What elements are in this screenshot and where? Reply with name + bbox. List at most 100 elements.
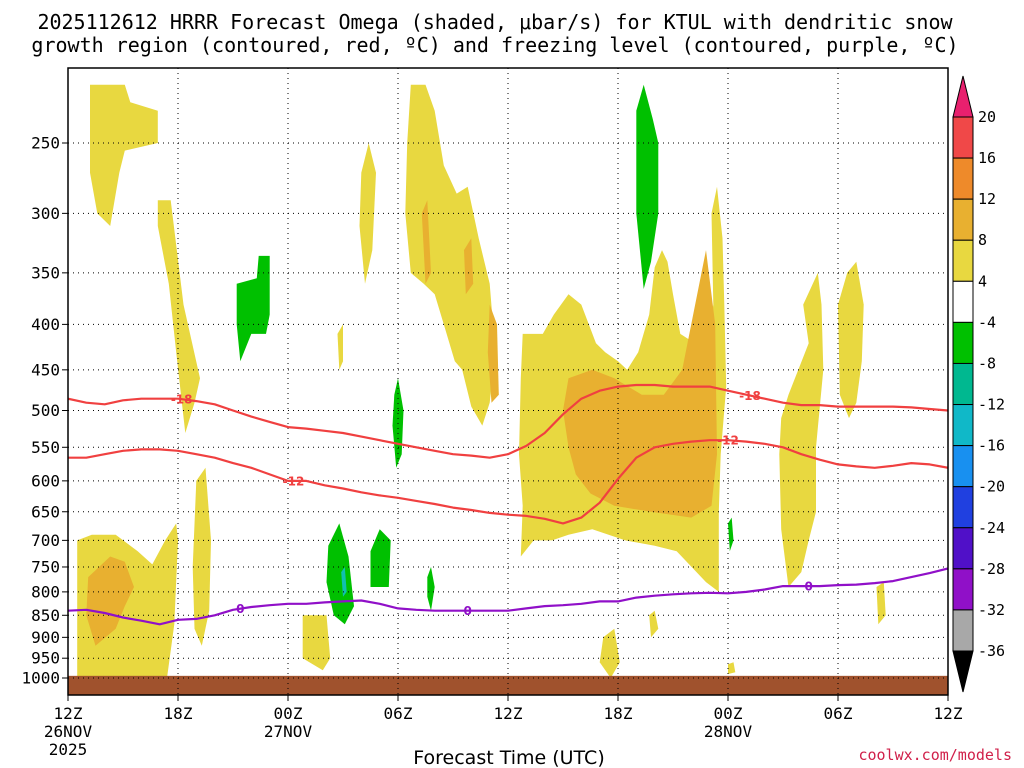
omega-region-4-13 — [337, 324, 343, 370]
omega-region-4-9 — [302, 615, 331, 671]
omega-region--4-24 — [370, 529, 391, 587]
y-tick-label-500: 500 — [31, 401, 60, 420]
isotherm-label-2-2: 0 — [804, 580, 812, 594]
colorbar-swatch-5 — [952, 321, 974, 364]
y-tick-label-250: 250 — [31, 134, 60, 153]
x-tick-label-h36-1: 28NOV — [704, 722, 753, 741]
colorbar: 20 16 12 8 4 -4 -8 -12 -16 -20 -24 -28 -32 -36 — [952, 75, 1005, 693]
x-tick-label-h48-0: 12Z — [934, 704, 963, 723]
omega-region--4-20 — [236, 255, 270, 362]
y-tick-label-950: 950 — [31, 649, 60, 668]
isotherm-line-2 — [68, 567, 948, 626]
colorbar-label-5: -4 — [978, 313, 996, 331]
colorbar-swatch-8 — [952, 445, 974, 488]
omega-region-8-18 — [487, 304, 499, 403]
colorbar-top-arrow — [952, 75, 974, 118]
omega-region-8-15 — [86, 556, 134, 646]
colorbar-swatch-12 — [952, 609, 974, 652]
y-tick-label-900: 900 — [31, 628, 60, 647]
x-tick-label-h0-2: 2025 — [49, 740, 88, 759]
colorbar-label-8: -16 — [978, 437, 1005, 455]
grid-lines — [68, 68, 948, 695]
omega-region-8-17 — [464, 238, 474, 295]
x-tick-label-h24-0: 12Z — [494, 704, 523, 723]
y-tick-label-650: 650 — [31, 502, 60, 521]
omega-region-4-11 — [649, 610, 659, 638]
colorbar-label-7: -12 — [978, 396, 1005, 414]
colorbar-label-6: -8 — [978, 354, 996, 372]
y-tick-label-1000: 1000 — [21, 669, 60, 688]
colorbar-label-0: 20 — [978, 108, 996, 126]
site-credit-link[interactable]: coolwx.com/models — [858, 746, 1012, 764]
colorbar-label-2: 12 — [978, 190, 996, 208]
colorbar-swatch-2 — [952, 198, 974, 241]
omega-region-8-16 — [421, 200, 431, 284]
colorbar-swatch-11 — [952, 568, 974, 611]
x-tick-label-h36-0: 00Z — [714, 704, 743, 723]
omega-region-4-1 — [157, 200, 200, 433]
y-tick-label-450: 450 — [31, 360, 60, 379]
omega-region-4-12 — [728, 662, 736, 675]
colorbar-bottom-arrow — [952, 650, 974, 693]
x-tick-label-h0-1: 26NOV — [44, 722, 93, 741]
omega-region-8-19 — [563, 250, 717, 518]
colorbar-label-1: 16 — [978, 149, 996, 167]
isotherm-label-2-1: 0 — [463, 604, 471, 618]
x-tick-label-h42-0: 06Z — [824, 704, 853, 723]
colorbar-label-11: -28 — [978, 560, 1005, 578]
colorbar-label-9: -20 — [978, 478, 1005, 496]
colorbar-label-13: -36 — [978, 642, 1005, 660]
colorbar-swatch-0 — [952, 116, 974, 159]
omega-region--4-26 — [728, 517, 734, 552]
y-axis: 250 300 350 400 450 500 550 600 650 700 750 800 850 9… — [21, 134, 68, 688]
y-tick-label-600: 600 — [31, 471, 60, 490]
omega-region--4-25 — [427, 567, 435, 611]
colorbar-swatch-7 — [952, 404, 974, 447]
omega-region--4-21 — [636, 84, 659, 289]
colorbar-label-3: 8 — [978, 231, 987, 249]
colorbar-label-4: 4 — [978, 272, 987, 290]
chart-title-line-1: 2025112612 HRRR Forecast Omega (shaded, … — [37, 10, 953, 34]
x-tick-label-h30-0: 18Z — [604, 704, 633, 723]
x-tick-label-h0-0: 12Z — [54, 704, 83, 723]
y-tick-label-350: 350 — [31, 263, 60, 282]
y-tick-label-700: 700 — [31, 531, 60, 550]
omega-region-4-0 — [90, 84, 158, 226]
colorbar-label-12: -32 — [978, 601, 1005, 619]
omega-region-4-8 — [838, 261, 864, 419]
isotherm-line-1 — [68, 439, 948, 525]
omega-region--8-27 — [341, 567, 347, 597]
colorbar-swatch-10 — [952, 527, 974, 570]
chart-title-line-2: growth region (contoured, red, ºC) and f… — [31, 33, 958, 57]
terrain-band — [68, 675, 948, 695]
isotherm-label-1-0: -12 — [283, 474, 305, 488]
x-tick-label-h6-0: 18Z — [164, 704, 193, 723]
omega-region-4-7 — [779, 272, 824, 587]
x-tick-label-h18-0: 06Z — [384, 704, 413, 723]
y-tick-label-550: 550 — [31, 438, 60, 457]
isotherm-contours: -18 -18 -12 -12 0 0 0 — [68, 383, 948, 626]
y-tick-label-300: 300 — [31, 204, 60, 223]
omega-region--4-23 — [326, 523, 354, 625]
colorbar-swatch-1 — [952, 157, 974, 200]
omega-region-4-4 — [359, 143, 376, 284]
terrain — [68, 675, 948, 695]
omega-region-4-5 — [405, 84, 496, 426]
y-tick-label-850: 850 — [31, 606, 60, 625]
colorbar-label-10: -24 — [978, 519, 1005, 537]
x-axis-label: Forecast Time (UTC) — [413, 747, 604, 768]
x-tick-label-h12-0: 00Z — [274, 704, 303, 723]
y-tick-label-400: 400 — [31, 315, 60, 334]
isotherm-line-0 — [68, 383, 948, 459]
omega-shading — [77, 84, 886, 694]
colorbar-swatch-3 — [952, 239, 974, 282]
omega-region-4-3 — [192, 467, 211, 646]
x-tick-label-h12-1: 27NOV — [264, 722, 313, 741]
isotherm-label-0-0: -18 — [171, 393, 193, 407]
isotherm-label-2-0: 0 — [236, 602, 244, 616]
isotherm-label-1-1: -12 — [717, 434, 739, 448]
colorbar-swatch-9 — [952, 486, 974, 529]
omega-region-4-14 — [876, 582, 886, 625]
